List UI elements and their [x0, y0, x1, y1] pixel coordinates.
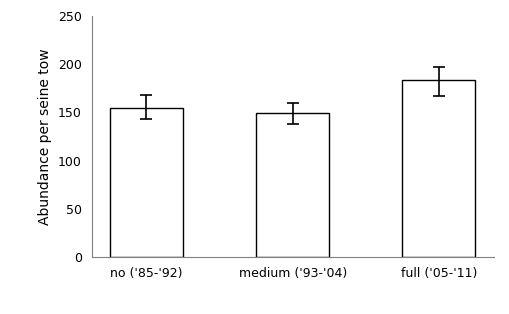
Bar [256, 113, 329, 257]
Y-axis label: Abundance per seine tow: Abundance per seine tow [39, 48, 52, 225]
Bar [402, 80, 475, 257]
Bar [110, 108, 183, 257]
